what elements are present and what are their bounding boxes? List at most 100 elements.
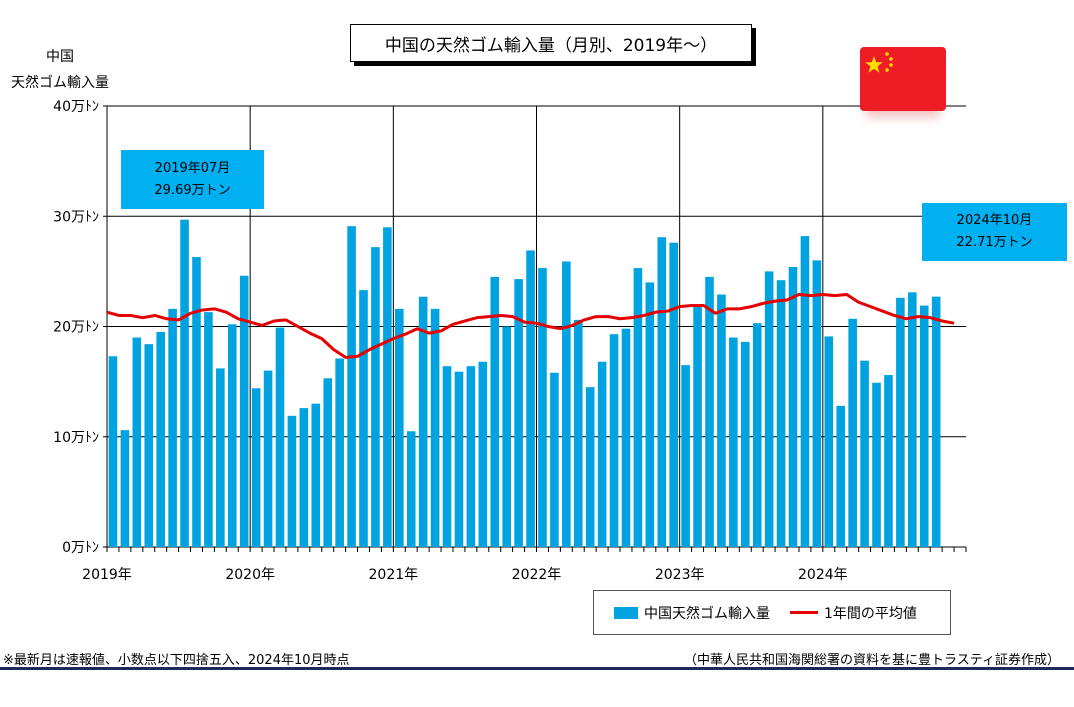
callout-last-value: 22.71万トン [956,235,1033,250]
bar [919,305,929,547]
bar [633,268,643,547]
y-tick-label: 20万ﾄﾝ [53,320,99,336]
bar [192,257,201,547]
bar [621,328,631,547]
bar [585,387,595,547]
bar [395,308,404,547]
bar [693,305,702,547]
bar [454,371,464,547]
bar [156,332,165,547]
bar [872,382,881,547]
bar [180,219,189,547]
bar [108,356,118,547]
source-note: （中華人民共和国海関総署の資料を基に豊トラスティ証券作成） [684,653,1060,668]
bar [466,366,476,547]
bar [562,261,571,547]
y-tick-label: 30万ﾄﾝ [53,209,99,225]
callout-latest: 2024年10月 22.71万トン [922,203,1067,261]
x-tick-label: 2024年 [798,567,848,583]
bar [669,242,678,547]
legend-label-bar: 中国天然ゴム輸入量 [644,605,770,622]
bar [573,319,583,547]
bar [406,431,416,547]
bar [717,294,726,547]
bar [502,326,511,547]
bar [884,375,893,547]
bar [371,247,380,547]
bar [908,292,917,547]
bar [681,365,690,547]
legend-item-line: 1年間の平均値 [790,603,917,623]
average-line [106,293,955,359]
bottom-rule [0,667,1074,670]
bar [657,237,667,547]
bar [752,323,762,547]
bar [251,388,261,547]
bar [490,276,500,547]
bar [144,344,154,547]
y-axis-title: 中国 天然ゴム輸入量 [8,44,112,96]
bar [550,372,559,547]
bar [311,403,321,547]
bar [526,250,535,548]
bar [323,378,333,547]
x-tick-label: 2022年 [512,567,562,583]
footnote: ※最新月は速報値、小数点以下四捨五入、2024年10月時点 [3,653,350,668]
bar [896,297,905,547]
x-tick-label: 2021年 [369,567,419,583]
legend: 中国天然ゴム輸入量 1年間の平均値 [593,590,951,635]
x-tick-label: 2020年 [225,567,275,583]
bar [812,260,822,547]
bar [764,271,774,547]
bar [216,368,225,547]
bar [335,358,344,547]
bar [740,341,750,547]
bar [347,226,356,548]
bar [776,280,786,547]
bar [383,227,392,547]
x-tick-label: 2019年 [82,567,132,583]
bar [299,408,309,547]
bar [359,290,368,547]
bar [800,236,810,547]
legend-swatch-bar [614,606,638,619]
callout-first-value: 29.69万トン [154,182,231,198]
bar [418,296,428,547]
bar [120,430,130,547]
bar [729,337,738,547]
bar [168,308,177,547]
bar [132,337,142,547]
bar [442,366,452,547]
bar [275,327,285,547]
bar [705,276,714,547]
callout-last-date: 2024年10月 [956,213,1033,228]
bar [538,268,547,547]
legend-item-bar: 中国天然ゴム輸入量 [614,603,770,623]
bar [836,405,846,547]
bar [430,308,440,547]
bar [645,282,655,547]
y-tick-label: 10万ﾄﾝ [53,430,99,446]
bar [204,312,213,547]
bar [478,361,488,547]
y-axis-title-line-1: 中国 [46,49,74,65]
bar [824,336,834,547]
bar [788,266,798,547]
bar [287,415,297,547]
callout-first-peak: 2019年07月 29.69万トン [121,150,264,209]
callout-first-date: 2019年07月 [154,160,231,176]
y-tick-label: 0万ﾄﾝ [62,540,99,556]
bar [848,318,857,547]
china-flag-icon [860,47,946,111]
bar [931,296,941,547]
x-tick-label: 2023年 [655,567,705,583]
bar [609,334,619,547]
bar [263,370,273,547]
chart-title: 中国の天然ゴム輸入量（月別、2019年～） [350,24,752,62]
legend-swatch-line [790,611,818,614]
bar [597,361,607,547]
y-axis-title-line-2: 天然ゴム輸入量 [11,75,109,91]
bar [227,324,237,547]
bar [239,275,249,547]
